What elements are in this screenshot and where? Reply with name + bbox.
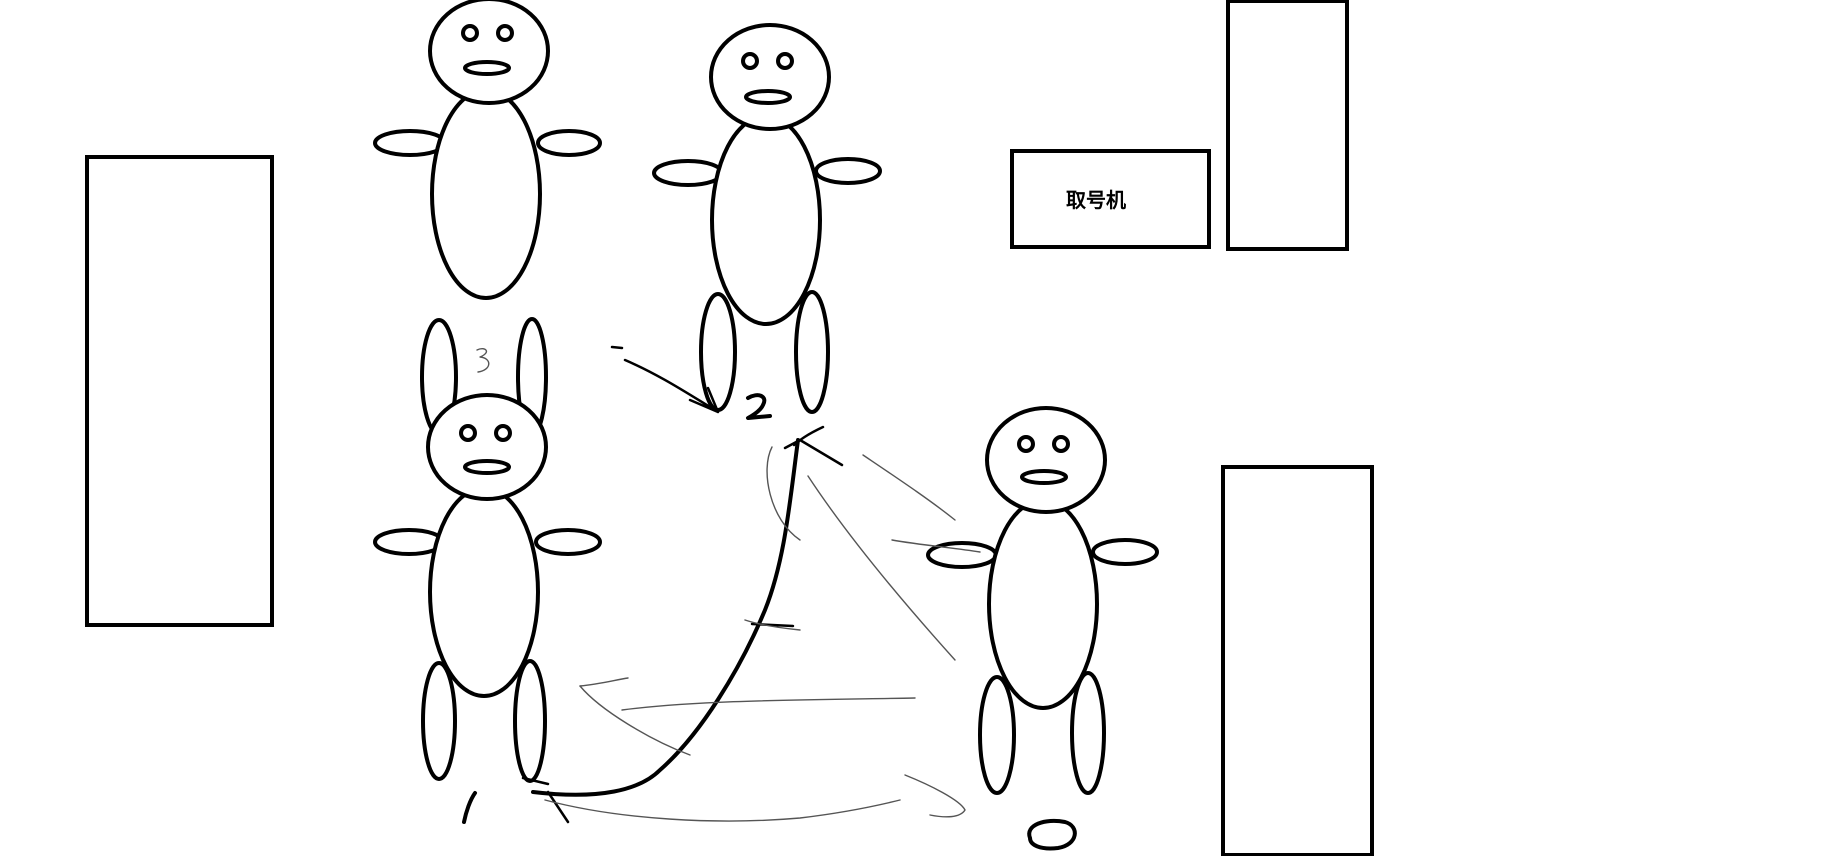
bottom-right-counter-box	[1221, 465, 1374, 856]
person-figure-top-middle	[652, 23, 882, 414]
horizontal-thin-line	[621, 697, 916, 711]
person-figure-right	[926, 406, 1159, 795]
mark-two	[746, 393, 772, 420]
person-figure-bottom-left	[373, 393, 602, 783]
short-arrow	[623, 358, 720, 414]
main-path-arrow	[531, 438, 800, 797]
left-counter-box	[85, 155, 274, 627]
person-figure-top-left	[373, 0, 602, 437]
top-right-counter-box	[1226, 0, 1349, 251]
bottom-squiggle	[1027, 818, 1077, 851]
ticket-machine: 取号机	[1010, 149, 1211, 249]
ticket-machine-box	[1010, 149, 1211, 249]
mark-three	[476, 348, 490, 373]
ticket-machine-label: 取号机	[1066, 188, 1126, 212]
handwritten-annotations	[462, 345, 1077, 851]
